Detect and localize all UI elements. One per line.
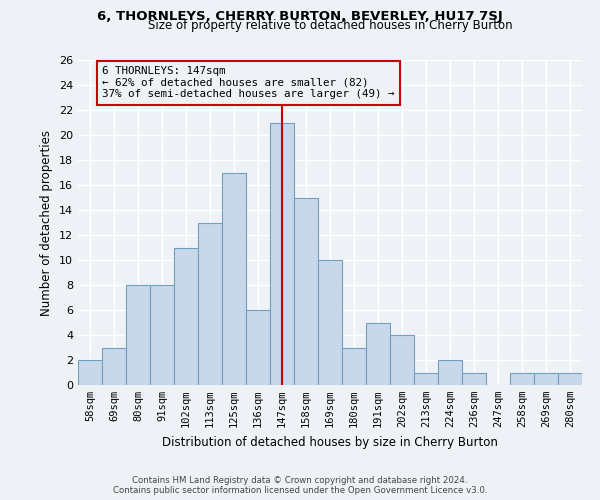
Bar (78, 360, 102, 385)
Bar (126, 285, 150, 385)
Bar (390, 335, 414, 385)
Bar (462, 372, 486, 385)
Bar (102, 348, 126, 385)
Bar (366, 322, 390, 385)
Bar (558, 372, 582, 385)
Title: Size of property relative to detached houses in Cherry Burton: Size of property relative to detached ho… (148, 20, 512, 32)
Text: Contains HM Land Registry data © Crown copyright and database right 2024.
Contai: Contains HM Land Registry data © Crown c… (113, 476, 487, 495)
Text: 6, THORNLEYS, CHERRY BURTON, BEVERLEY, HU17 7SJ: 6, THORNLEYS, CHERRY BURTON, BEVERLEY, H… (97, 10, 503, 23)
Bar (510, 372, 534, 385)
Text: 6 THORNLEYS: 147sqm
← 62% of detached houses are smaller (82)
37% of semi-detach: 6 THORNLEYS: 147sqm ← 62% of detached ho… (102, 66, 395, 100)
Bar (174, 248, 198, 385)
Bar (150, 285, 174, 385)
Bar (318, 260, 342, 385)
Bar (414, 372, 438, 385)
Y-axis label: Number of detached properties: Number of detached properties (40, 130, 53, 316)
Bar (222, 172, 246, 385)
X-axis label: Distribution of detached houses by size in Cherry Burton: Distribution of detached houses by size … (162, 436, 498, 448)
Bar (198, 222, 222, 385)
Bar (342, 348, 366, 385)
Bar (294, 198, 318, 385)
Bar (438, 360, 462, 385)
Bar (246, 310, 270, 385)
Bar (270, 122, 294, 385)
Bar (534, 372, 558, 385)
